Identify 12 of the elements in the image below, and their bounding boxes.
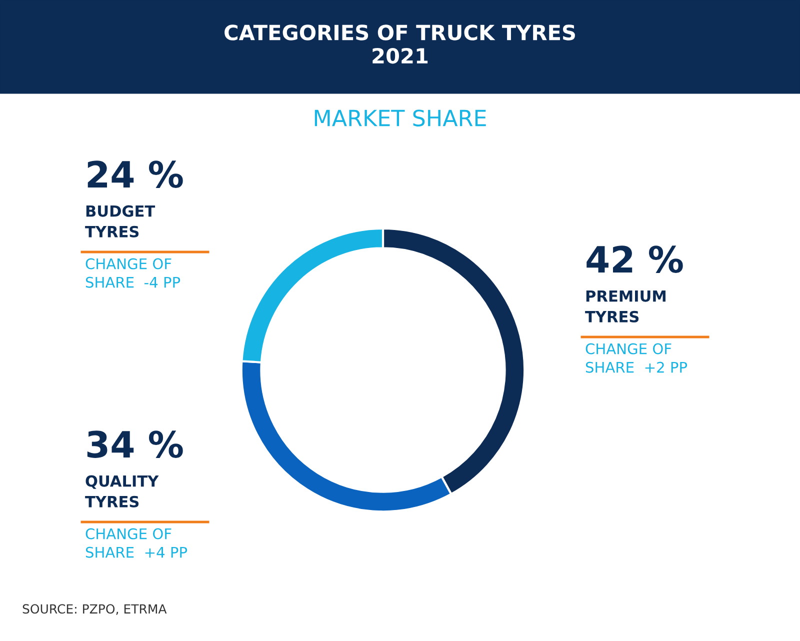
chart-title: CATEGORIES OF TRUCK TYRES 2021 [224, 24, 575, 64]
text: CHANGE OF SHARE +4 PP [86, 528, 188, 558]
slice-label: QUALITY TYRES [85, 475, 159, 508]
data-label: 24 % [88, 160, 183, 188]
chart-subtitle: MARKET SHARE [314, 110, 486, 126]
slice-label: PREMIUM TYRES [585, 290, 666, 322]
source-note: SOURCE: PZPO, ETRMA [22, 604, 167, 615]
data-label: 34 % [87, 430, 183, 458]
data-label: 42 % [586, 246, 683, 273]
text: CHANGE OF SHARE +2 PP [586, 343, 688, 373]
text: CHANGE OF SHARE -4 PP [86, 258, 180, 288]
slice-label: BUDGET TYRES [85, 205, 156, 238]
